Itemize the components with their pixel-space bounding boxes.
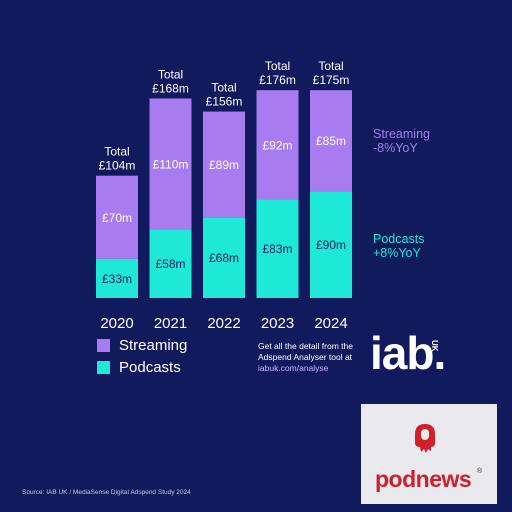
podcasts-bar-2022: [203, 217, 245, 298]
podcasts-yoy-value: +8%YoY: [373, 246, 421, 260]
year-tick-2020: 2020: [100, 315, 133, 332]
promo-link[interactable]: iabuk.com/analyse: [258, 363, 329, 373]
year-tick-2024: 2024: [314, 315, 347, 332]
total-label-line1-2020: Total: [104, 145, 129, 159]
streaming-value-label-2020: £70m: [102, 211, 132, 225]
iab-logo-uk: UK: [430, 340, 439, 352]
promo-text: Get all the detail from the Adspend Anal…: [258, 341, 368, 374]
promo-line2: Adspend Analyser tool at: [258, 352, 353, 362]
year-tick-2021: 2021: [154, 315, 187, 332]
source-note: Source: IAB UK / MediaSense Digital Adsp…: [22, 489, 191, 496]
podnews-logo: podnews ®: [361, 404, 497, 504]
streaming-bar-2021: [149, 98, 192, 230]
total-label-line1-2022: Total: [211, 81, 236, 95]
microphone-icon: [415, 424, 435, 453]
podcasts-bar-2023: [256, 199, 299, 298]
podcasts-bar-2020: [96, 258, 138, 298]
podnews-wordmark: podnews: [375, 466, 472, 492]
stacked-bar-chart: £33m£70mTotal£104m2020£58m£110mTotal£168…: [96, 59, 352, 332]
streaming-bar-2022: [203, 111, 245, 218]
streaming-yoy-value: -8%YoY: [373, 141, 418, 155]
podcasts-value-label-2022: £68m: [209, 251, 239, 265]
podcasts-bar-2021: [149, 229, 192, 298]
streaming-bar-2024: [310, 90, 352, 192]
podcasts-bar-2024: [310, 191, 352, 298]
podcasts-value-label-2024: £90m: [316, 238, 346, 252]
podcasts-yoy-title: Podcasts: [373, 232, 425, 246]
total-label-line2-2024: £175m: [313, 73, 350, 87]
iab-uk-logo: iab. UK: [370, 327, 446, 379]
total-label-line1-2024: Total: [318, 59, 343, 73]
total-label-line1-2021: Total: [158, 68, 183, 82]
streaming-yoy-label: Streaming -8%YoY: [373, 127, 430, 155]
total-label-line2-2023: £176m: [259, 73, 296, 87]
podcasts-yoy-label: Podcasts +8%YoY: [373, 232, 424, 260]
podcasts-value-label-2021: £58m: [155, 257, 185, 271]
streaming-value-label-2023: £92m: [262, 138, 292, 152]
total-label-line1-2023: Total: [265, 59, 290, 73]
streaming-value-label-2022: £89m: [209, 158, 239, 172]
legend-podcasts: Podcasts: [97, 359, 181, 376]
streaming-bar-2020: [96, 175, 138, 259]
legend-streaming: Streaming: [97, 337, 187, 354]
year-tick-2022: 2022: [207, 315, 240, 332]
total-label-line2-2022: £156m: [206, 95, 243, 109]
promo-line1: Get all the detail from the: [258, 341, 353, 351]
podcasts-swatch: [97, 361, 110, 374]
total-label-line2-2021: £168m: [152, 82, 189, 96]
podcasts-value-label-2020: £33m: [102, 272, 132, 286]
legend-streaming-label: Streaming: [119, 337, 188, 354]
legend-podcasts-label: Podcasts: [119, 359, 181, 376]
streaming-value-label-2021: £110m: [153, 157, 189, 171]
podcasts-value-label-2023: £83m: [262, 242, 292, 256]
total-label-line2-2020: £104m: [99, 159, 136, 173]
streaming-value-label-2024: £85m: [316, 134, 346, 148]
iab-logo-text: iab.: [370, 327, 446, 379]
streaming-yoy-title: Streaming: [373, 127, 430, 141]
streaming-swatch: [97, 339, 110, 352]
registered-mark: ®: [477, 468, 483, 475]
streaming-bar-2023: [256, 90, 299, 200]
year-tick-2023: 2023: [261, 315, 294, 332]
